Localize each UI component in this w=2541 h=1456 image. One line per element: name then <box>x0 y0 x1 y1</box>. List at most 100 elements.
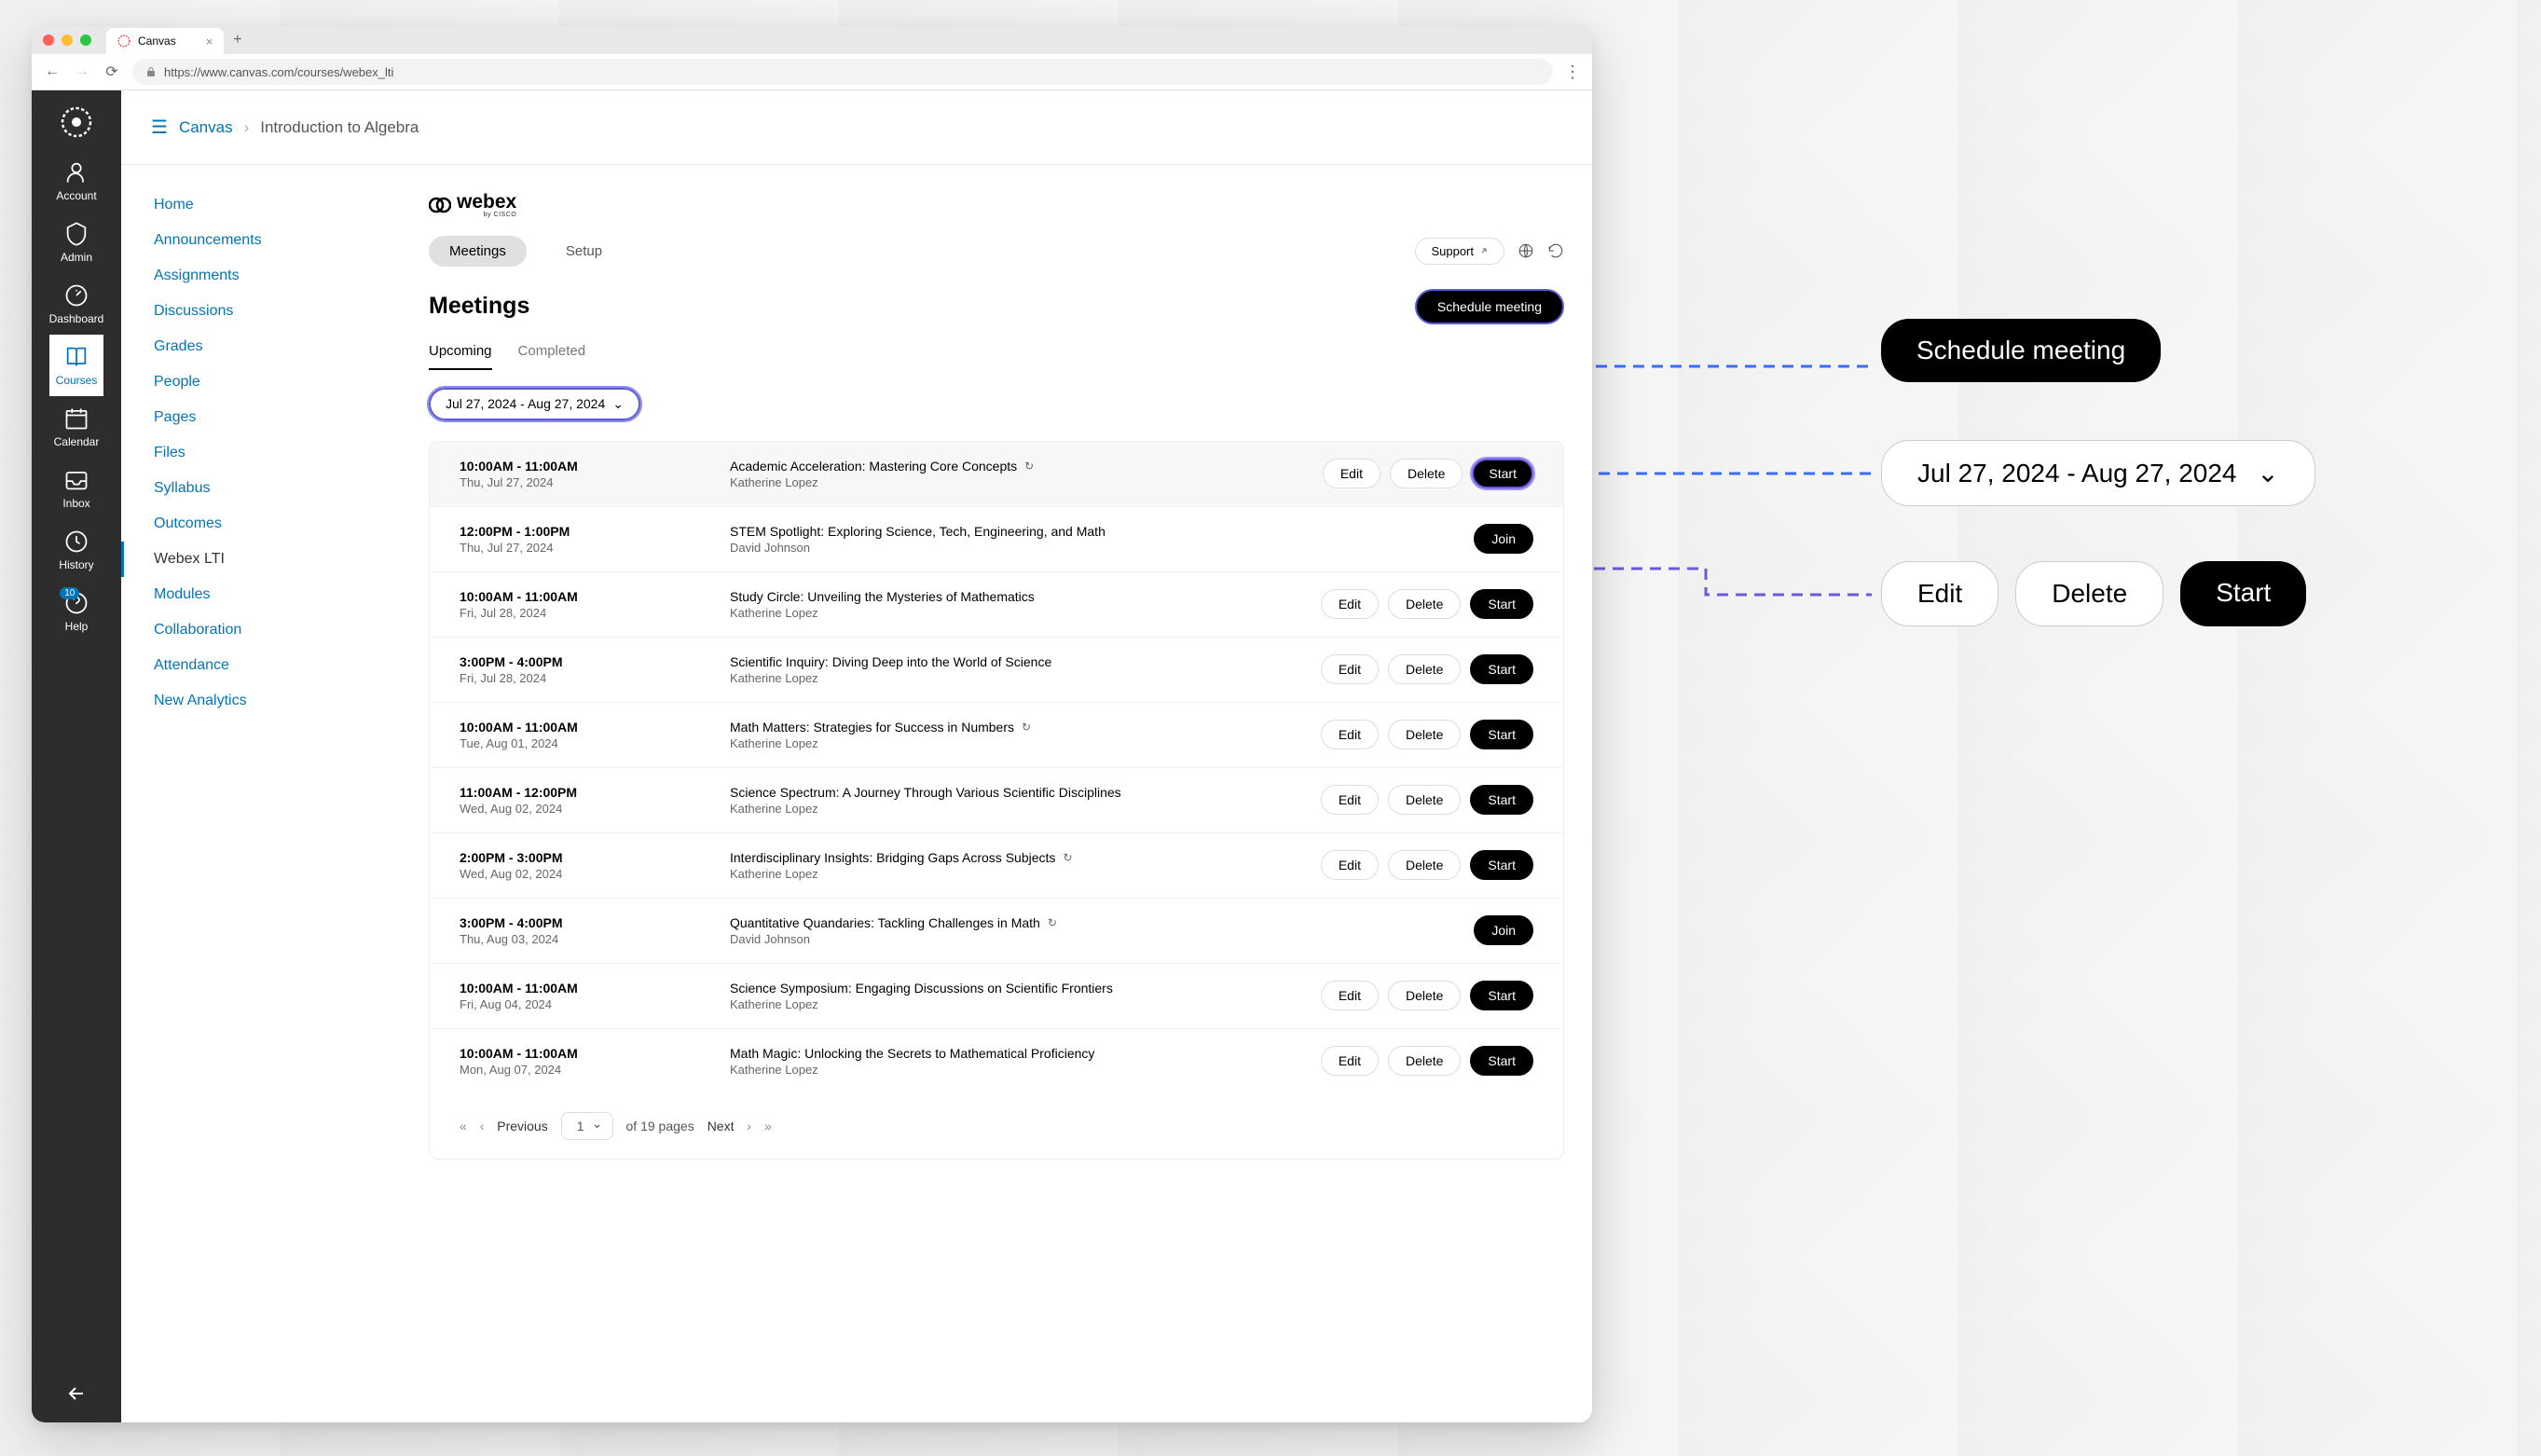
start-button[interactable]: Start <box>1470 589 1533 619</box>
delete-button[interactable]: Delete <box>1388 785 1461 815</box>
course-nav-home[interactable]: Home <box>121 187 401 223</box>
schedule-meeting-button[interactable]: Schedule meeting <box>1415 289 1564 324</box>
refresh-icon[interactable] <box>1547 242 1564 259</box>
start-button[interactable]: Start <box>1470 981 1533 1010</box>
next-page-button[interactable]: Next › <box>707 1119 751 1133</box>
meeting-host: Katherine Lopez <box>730 671 1321 685</box>
edit-button[interactable]: Edit <box>1321 981 1379 1010</box>
global-nav-calendar[interactable]: Calendar <box>49 396 104 458</box>
delete-button[interactable]: Delete <box>1388 850 1461 880</box>
meeting-title: Math Magic: Unlocking the Secrets to Mat… <box>730 1046 1321 1061</box>
meeting-row: 12:00PM - 1:00PM Thu, Jul 27, 2024 STEM … <box>430 506 1563 571</box>
global-nav-inbox[interactable]: Inbox <box>49 458 104 519</box>
delete-button[interactable]: Delete <box>1388 654 1461 684</box>
delete-button[interactable]: Delete <box>1390 459 1463 488</box>
join-button[interactable]: Join <box>1474 524 1533 554</box>
delete-button[interactable]: Delete <box>1388 589 1461 619</box>
globe-icon[interactable] <box>1518 242 1534 259</box>
meeting-time: 12:00PM - 1:00PM <box>460 524 730 539</box>
date-range-filter[interactable]: Jul 27, 2024 - Aug 27, 2024 ⌄ <box>429 388 640 420</box>
sub-tab-upcoming[interactable]: Upcoming <box>429 343 492 370</box>
account-icon <box>63 159 89 185</box>
start-button[interactable]: Start <box>1472 459 1533 488</box>
course-nav-files[interactable]: Files <box>121 435 401 471</box>
start-button[interactable]: Start <box>1470 654 1533 684</box>
global-nav-admin[interactable]: Admin <box>49 212 104 273</box>
sub-tab-completed[interactable]: Completed <box>518 343 586 370</box>
global-nav-help[interactable]: Help 10 <box>49 581 104 642</box>
meeting-row: 10:00AM - 11:00AM Thu, Jul 27, 2024 Acad… <box>430 442 1563 506</box>
callout-delete: Delete <box>2015 561 2163 626</box>
delete-button[interactable]: Delete <box>1388 1046 1461 1076</box>
meeting-host: Katherine Lopez <box>730 736 1321 750</box>
nav-label: Inbox <box>62 497 89 510</box>
tab-close[interactable]: × <box>206 34 213 48</box>
course-nav-outcomes[interactable]: Outcomes <box>121 506 401 542</box>
collapse-nav-button[interactable] <box>65 1382 88 1405</box>
edit-button[interactable]: Edit <box>1321 1046 1379 1076</box>
window-close[interactable] <box>43 34 54 46</box>
start-button[interactable]: Start <box>1470 1046 1533 1076</box>
nav-label: Courses <box>56 374 98 387</box>
page-title: Meetings <box>429 293 529 320</box>
meeting-title: Study Circle: Unveiling the Mysteries of… <box>730 589 1321 604</box>
course-nav-webex-lti[interactable]: Webex LTI <box>121 542 401 577</box>
edit-button[interactable]: Edit <box>1321 654 1379 684</box>
browser-menu[interactable]: ⋮ <box>1564 62 1581 82</box>
nav-label: Help <box>65 620 89 633</box>
recurring-icon: ↻ <box>1024 460 1034 473</box>
global-nav-history[interactable]: History <box>49 519 104 581</box>
inbox-icon <box>63 467 89 493</box>
tab-title: Canvas <box>138 34 176 48</box>
new-tab-button[interactable]: + <box>233 32 241 48</box>
course-nav-pages[interactable]: Pages <box>121 400 401 435</box>
canvas-logo-icon[interactable] <box>58 103 95 141</box>
global-nav-account[interactable]: Account <box>49 150 104 212</box>
course-nav-announcements[interactable]: Announcements <box>121 223 401 258</box>
global-nav-dashboard[interactable]: Dashboard <box>49 273 104 335</box>
start-button[interactable]: Start <box>1470 720 1533 749</box>
course-nav-modules[interactable]: Modules <box>121 577 401 612</box>
tab-setup[interactable]: Setup <box>545 236 623 267</box>
breadcrumb-root[interactable]: Canvas <box>179 118 233 137</box>
recurring-icon: ↻ <box>1048 916 1057 929</box>
meeting-date: Thu, Aug 03, 2024 <box>460 932 730 946</box>
window-maximize[interactable] <box>80 34 91 46</box>
history-icon <box>63 529 89 555</box>
delete-button[interactable]: Delete <box>1388 981 1461 1010</box>
nav-reload[interactable]: ⟳ <box>103 62 121 81</box>
edit-button[interactable]: Edit <box>1323 459 1380 488</box>
prev-page-button[interactable]: ‹ Previous <box>480 1119 548 1133</box>
start-button[interactable]: Start <box>1470 785 1533 815</box>
course-nav-collaboration[interactable]: Collaboration <box>121 612 401 648</box>
hamburger-menu[interactable]: ☰ <box>151 116 168 139</box>
support-button[interactable]: Support <box>1415 238 1504 265</box>
url-input[interactable]: https://www.canvas.com/courses/webex_lti <box>132 59 1553 85</box>
edit-button[interactable]: Edit <box>1321 589 1379 619</box>
edit-button[interactable]: Edit <box>1321 850 1379 880</box>
window-minimize[interactable] <box>62 34 73 46</box>
course-nav-new-analytics[interactable]: New Analytics <box>121 683 401 719</box>
tab-meetings[interactable]: Meetings <box>429 236 527 267</box>
meeting-row: 3:00PM - 4:00PM Fri, Jul 28, 2024 Scient… <box>430 637 1563 702</box>
page-select[interactable]: 1 <box>561 1112 613 1140</box>
last-page-button[interactable]: » <box>764 1119 772 1133</box>
delete-button[interactable]: Delete <box>1388 720 1461 749</box>
course-nav-discussions[interactable]: Discussions <box>121 294 401 329</box>
course-nav-assignments[interactable]: Assignments <box>121 258 401 294</box>
meeting-date: Wed, Aug 02, 2024 <box>460 867 730 881</box>
browser-tab[interactable]: Canvas × <box>106 28 224 54</box>
nav-back[interactable]: ← <box>43 63 62 80</box>
first-page-button[interactable]: « <box>460 1119 467 1133</box>
join-button[interactable]: Join <box>1474 915 1533 945</box>
nav-forward[interactable]: → <box>73 63 91 80</box>
edit-button[interactable]: Edit <box>1321 720 1379 749</box>
start-button[interactable]: Start <box>1470 850 1533 880</box>
edit-button[interactable]: Edit <box>1321 785 1379 815</box>
webex-content: webex by CISCO Meetings Setup Suppo <box>401 165 1592 1422</box>
course-nav-attendance[interactable]: Attendance <box>121 648 401 683</box>
course-nav-grades[interactable]: Grades <box>121 329 401 364</box>
course-nav-people[interactable]: People <box>121 364 401 400</box>
course-nav-syllabus[interactable]: Syllabus <box>121 471 401 506</box>
global-nav-courses[interactable]: Courses <box>49 335 104 396</box>
